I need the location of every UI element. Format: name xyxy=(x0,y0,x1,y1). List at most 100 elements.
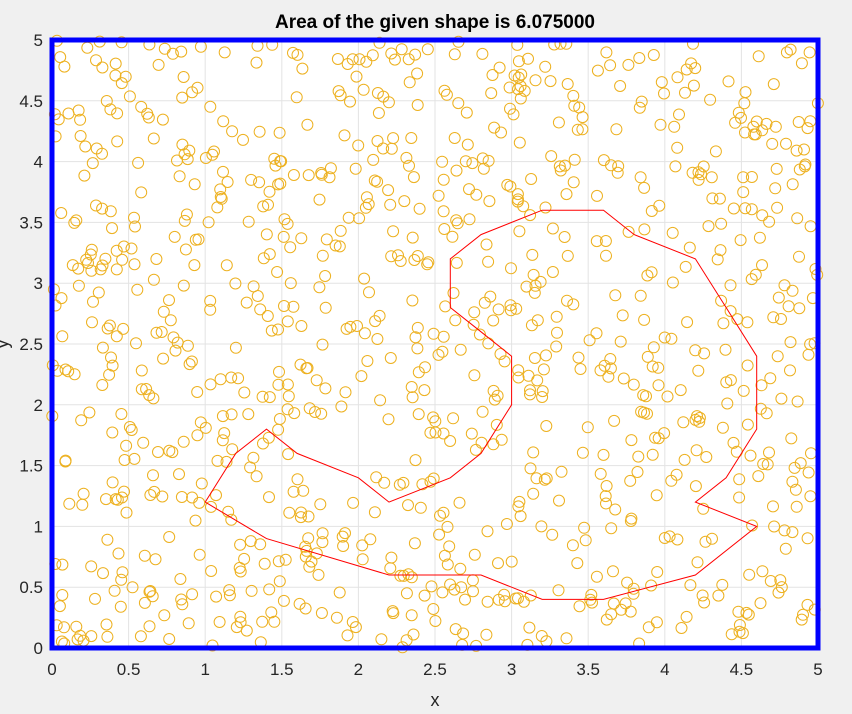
scatter-point xyxy=(746,519,759,532)
scatter-point xyxy=(763,215,776,228)
scatter-point xyxy=(186,588,199,601)
scatter-point xyxy=(163,294,175,307)
scatter-point xyxy=(168,230,181,243)
scatter-point xyxy=(627,378,640,391)
scatter-point xyxy=(448,132,461,144)
scatter-point xyxy=(204,303,217,316)
scatter-point xyxy=(284,277,297,290)
scatter-point xyxy=(550,310,563,323)
scatter-point xyxy=(218,427,231,440)
scatter-point xyxy=(771,201,784,214)
scatter-point xyxy=(646,360,659,373)
scatter-point xyxy=(687,79,700,92)
scatter-point xyxy=(615,603,628,616)
scatter-point xyxy=(262,198,274,211)
scatter-point xyxy=(780,137,792,150)
scatter-point xyxy=(111,107,124,120)
scatter-point xyxy=(698,347,711,360)
scatter-point xyxy=(505,555,518,568)
scatter-point xyxy=(650,616,663,629)
scatter-point xyxy=(468,369,481,382)
scatter-point xyxy=(448,583,461,596)
scatter-point xyxy=(86,157,99,170)
scatter-point xyxy=(226,443,239,456)
scatter-point xyxy=(607,565,619,578)
scatter-point xyxy=(512,71,525,84)
scatter-point xyxy=(468,548,481,561)
scatter-point xyxy=(627,587,640,600)
scatter-point xyxy=(510,302,523,315)
scatter-point xyxy=(291,48,304,61)
scatter-point xyxy=(492,557,504,570)
scatter-point xyxy=(608,414,621,427)
y-tick-label: 1.5 xyxy=(19,457,43,476)
scatter-point xyxy=(480,628,493,641)
scatter-point xyxy=(756,259,768,272)
scatter-point xyxy=(571,557,584,570)
scatter-point xyxy=(134,630,147,643)
scatter-point xyxy=(361,355,374,367)
scatter-point xyxy=(683,241,696,254)
scatter-point xyxy=(573,600,586,613)
scatter-point xyxy=(735,111,747,124)
scatter-point xyxy=(85,560,98,573)
scatter-point xyxy=(469,443,482,456)
scatter-point xyxy=(753,231,766,244)
scatter-point xyxy=(624,515,637,527)
x-tick-label: 0 xyxy=(47,660,56,679)
scatter-point xyxy=(679,86,691,99)
scatter-point xyxy=(716,578,729,591)
scatter-point xyxy=(436,345,449,358)
scatter-point xyxy=(55,292,68,305)
scatter-point xyxy=(253,125,266,138)
y-axis-label: y xyxy=(0,340,12,349)
scatter-point xyxy=(109,69,122,82)
scatter-point xyxy=(711,253,724,266)
scatter-point xyxy=(492,303,505,316)
scatter-point xyxy=(279,553,292,566)
scatter-point xyxy=(407,171,420,184)
x-tick-label: 3 xyxy=(507,660,516,679)
scatter-point xyxy=(329,239,342,252)
scatter-point xyxy=(441,520,454,533)
scatter-point xyxy=(293,597,306,610)
scatter-point xyxy=(590,327,603,340)
scatter-point xyxy=(116,491,128,504)
x-axis-label: x xyxy=(431,690,440,710)
scatter-point xyxy=(72,279,85,292)
scatter-point xyxy=(418,589,431,602)
scatter-point xyxy=(591,189,603,202)
scatter-point xyxy=(68,216,81,229)
scatter-point xyxy=(551,326,563,339)
scatter-point xyxy=(504,180,517,193)
scatter-point xyxy=(745,203,758,216)
scatter-point xyxy=(716,421,729,434)
scatter-point xyxy=(89,592,101,605)
scatter-point xyxy=(105,351,117,364)
scatter-point xyxy=(482,255,495,268)
scatter-point xyxy=(402,499,414,512)
scatter-point xyxy=(786,526,799,539)
scatter-point xyxy=(517,595,530,608)
scatter-point xyxy=(455,581,468,594)
scatter-point xyxy=(295,320,308,332)
scatter-point xyxy=(211,454,224,467)
scatter-point xyxy=(374,394,387,407)
scatter-point xyxy=(180,208,193,221)
scatter-point xyxy=(764,372,777,385)
scatter-point xyxy=(70,214,83,227)
scatter-point xyxy=(344,95,356,108)
scatter-point xyxy=(509,592,522,605)
scatter-point xyxy=(90,199,102,212)
scatter-point xyxy=(411,67,424,80)
scatter-point xyxy=(514,510,527,523)
scatter-point xyxy=(671,71,684,84)
scatter-point xyxy=(287,300,300,313)
scatter-point xyxy=(109,493,122,506)
scatter-point xyxy=(727,436,740,449)
scatter-point xyxy=(216,434,229,447)
scatter-point xyxy=(272,323,284,336)
scatter-point xyxy=(576,111,589,124)
scatter-point xyxy=(487,314,500,327)
scatter-point xyxy=(189,233,202,246)
